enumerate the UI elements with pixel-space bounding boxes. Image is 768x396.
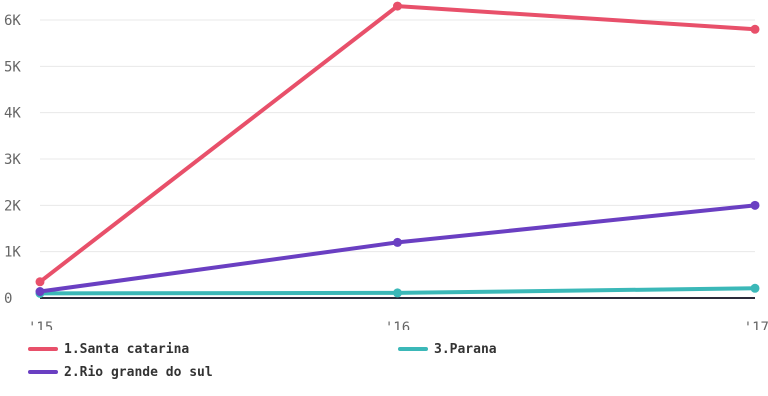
x-axis-ticks: '15 '16 '17 bbox=[28, 320, 768, 330]
legend-label-santa-catarina: 1.Santa catarina bbox=[64, 341, 190, 357]
y-tick-label: 2K bbox=[4, 198, 21, 214]
data-point[interactable] bbox=[750, 283, 760, 293]
data-point[interactable] bbox=[393, 237, 402, 247]
y-tick-label: 3K bbox=[4, 152, 21, 168]
legend-item-parana[interactable]: 3.Parana bbox=[398, 338, 497, 360]
x-tick-label: '16 bbox=[385, 320, 410, 330]
data-point[interactable] bbox=[393, 288, 402, 298]
y-axis-ticks: 0 1K 2K 3K 4K 5K 6K bbox=[4, 13, 21, 307]
data-point[interactable] bbox=[35, 287, 45, 297]
legend-item-rio-grande-do-sul[interactable]: 2.Rio grande do sul bbox=[28, 361, 213, 383]
data-point[interactable] bbox=[35, 277, 45, 287]
x-tick-label: '15 bbox=[28, 320, 53, 330]
chart-legend: 1.Santa catarina 3.Parana 2.Rio grande d… bbox=[0, 338, 768, 396]
grid-lines bbox=[40, 19, 755, 299]
legend-item-santa-catarina[interactable]: 1.Santa catarina bbox=[28, 338, 189, 360]
y-tick-label: 4K bbox=[4, 106, 21, 122]
series-lines bbox=[38, 4, 757, 296]
data-point[interactable] bbox=[750, 200, 760, 210]
legend-label-rio-grande-do-sul: 2.Rio grande do sul bbox=[64, 364, 213, 380]
y-tick-label: 5K bbox=[4, 59, 21, 75]
y-tick-label: 1K bbox=[4, 245, 21, 261]
x-tick-label: '17 bbox=[744, 320, 768, 330]
legend-swatch-rio-grande-do-sul bbox=[28, 370, 58, 374]
legend-label-parana: 3.Parana bbox=[434, 341, 497, 357]
series-points bbox=[35, 1, 760, 298]
data-point[interactable] bbox=[393, 1, 402, 11]
series-line[interactable] bbox=[38, 203, 757, 294]
y-tick-label: 0 bbox=[4, 291, 12, 307]
data-point[interactable] bbox=[750, 24, 760, 34]
legend-swatch-parana bbox=[398, 347, 428, 351]
legend-swatch-santa-catarina bbox=[28, 347, 58, 351]
y-tick-label: 6K bbox=[4, 13, 21, 29]
line-chart: 0 1K 2K 3K 4K 5K 6K '15 '16 '17 bbox=[4, 1, 768, 330]
